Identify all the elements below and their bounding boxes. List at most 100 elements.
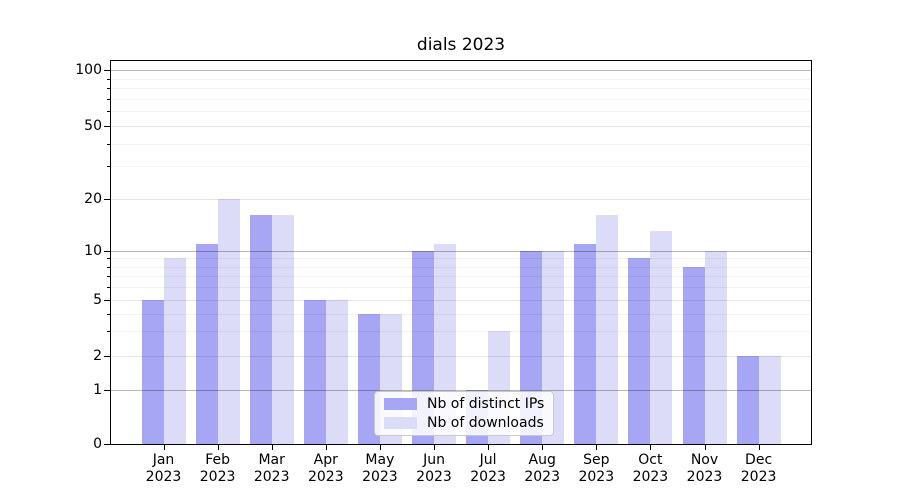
gridline-major-1 (111, 390, 811, 391)
gridline-minor-60 (111, 111, 811, 113)
x-tick-label-jan: Jan 2023 (129, 452, 199, 486)
legend-swatch-ips (384, 398, 417, 410)
gridline-major-100 (111, 70, 811, 71)
y-minor-tickmark-8 (107, 266, 110, 268)
bar-downloads-feb (217, 198, 240, 444)
x-tick-month: Jul (479, 452, 497, 468)
bar-downloads-jan (163, 258, 186, 444)
y-minor-tickmark-70 (107, 98, 110, 100)
x-tick-label-oct: Oct 2023 (615, 452, 685, 486)
bar-downloads-mar (271, 215, 294, 444)
y-minor-tickmark-6 (107, 287, 110, 289)
x-tick-month: Apr (313, 452, 338, 468)
y-minor-tickmark-4 (107, 313, 110, 315)
gridline-minor-90 (111, 78, 811, 80)
gridline-minor-40 (111, 143, 811, 145)
gridline-minor-4 (111, 313, 811, 315)
x-tick-year: 2023 (145, 469, 182, 485)
x-tickmark-nov (704, 445, 706, 450)
bar-downloads-nov (704, 251, 727, 444)
y-tick-label-0: 0 (93, 436, 102, 452)
y-tick-label-5: 5 (93, 292, 102, 308)
y-tickmark-0 (104, 444, 110, 445)
gridline-mid-50 (111, 126, 811, 127)
x-tick-label-aug: Aug 2023 (507, 452, 577, 486)
x-tickmark-may (379, 445, 381, 450)
x-tickmark-jun (434, 445, 435, 450)
y-minor-tickmark-90 (107, 78, 110, 80)
x-tickmark-apr (325, 445, 327, 450)
y-tickmark-5 (104, 300, 110, 301)
legend-label-ips: Nb of distinct IPs (427, 396, 545, 412)
x-tick-year: 2023 (578, 469, 615, 485)
bar-ips-apr (303, 300, 326, 444)
gridline-minor-30 (111, 166, 811, 168)
y-tickmark-10 (104, 251, 110, 252)
x-tick-label-feb: Feb 2023 (183, 452, 253, 486)
x-tick-year: 2023 (362, 469, 398, 485)
x-tick-month: Mar (258, 452, 285, 468)
y-tick-label-20: 20 (84, 190, 102, 207)
bars-layer (111, 61, 811, 444)
x-tick-year: 2023 (307, 469, 344, 485)
bar-ips-jan (141, 300, 164, 444)
x-tickmark-aug (542, 445, 544, 450)
x-tick-month: May (365, 452, 395, 468)
gridline-minor-3 (111, 331, 811, 333)
bar-ips-mar (249, 215, 272, 444)
bar-ips-sep (574, 243, 597, 444)
x-tick-year: 2023 (524, 469, 560, 485)
y-tick-label-100: 100 (75, 62, 102, 78)
x-tick-year: 2023 (686, 469, 723, 485)
y-tickmark-20 (104, 198, 110, 200)
y-minor-tickmark-60 (107, 111, 110, 113)
y-minor-tickmark-30 (107, 166, 110, 168)
gridline-minor-6 (111, 287, 811, 289)
x-tickmark-oct (650, 445, 652, 450)
x-tick-month: Sep (583, 452, 610, 468)
gridline-minor-7 (111, 276, 811, 278)
x-tickmark-dec (758, 445, 760, 450)
x-tick-year: 2023 (740, 469, 777, 485)
x-tick-label-sep: Sep 2023 (561, 452, 631, 486)
x-tick-label-jun: Jun 2023 (399, 452, 469, 486)
bar-downloads-apr (325, 300, 348, 444)
x-tick-year: 2023 (253, 469, 290, 485)
grid-layer (111, 61, 811, 444)
gridline-mid-20 (111, 198, 811, 200)
bar-ips-feb (195, 243, 218, 444)
legend-swatch-downloads (384, 417, 417, 429)
x-tickmark-feb (217, 445, 219, 450)
x-tick-label-jul: Jul 2023 (453, 452, 523, 486)
x-tick-year: 2023 (470, 469, 506, 485)
gridline-minor-9 (111, 258, 811, 260)
x-tickmark-jan (163, 445, 165, 450)
bar-downloads-oct (650, 231, 673, 444)
legend-entry-ips: Nb of distinct IPs (384, 396, 544, 412)
legend: Nb of distinct IPs Nb of downloads (374, 391, 555, 436)
x-tick-month: Jan (152, 452, 175, 468)
gridline-mid-2 (111, 356, 811, 357)
x-tickmark-jul (488, 445, 490, 450)
y-tickmark-2 (104, 356, 110, 357)
x-tickmark-sep (596, 445, 598, 450)
chart-title: dials 2023 (416, 35, 506, 55)
y-tick-label-1: 1 (93, 382, 102, 398)
x-tick-label-nov: Nov 2023 (670, 452, 740, 486)
y-tick-label-10: 10 (84, 243, 102, 259)
bar-ips-nov (682, 266, 705, 444)
bar-ips-dec (736, 356, 759, 444)
x-tick-month: Aug (528, 452, 556, 468)
y-minor-tickmark-3 (107, 331, 110, 333)
gridline-minor-80 (111, 88, 811, 90)
x-tickmark-mar (271, 445, 273, 450)
x-tick-label-mar: Mar 2023 (237, 452, 307, 486)
x-tick-label-dec: Dec 2023 (724, 452, 794, 486)
bar-downloads-sep (596, 215, 619, 444)
y-tickmark-100 (104, 70, 110, 71)
y-minor-tickmark-7 (107, 276, 110, 278)
legend-label-downloads: Nb of downloads (427, 415, 544, 431)
x-tick-year: 2023 (416, 469, 452, 485)
x-tick-month: Dec (745, 452, 773, 468)
